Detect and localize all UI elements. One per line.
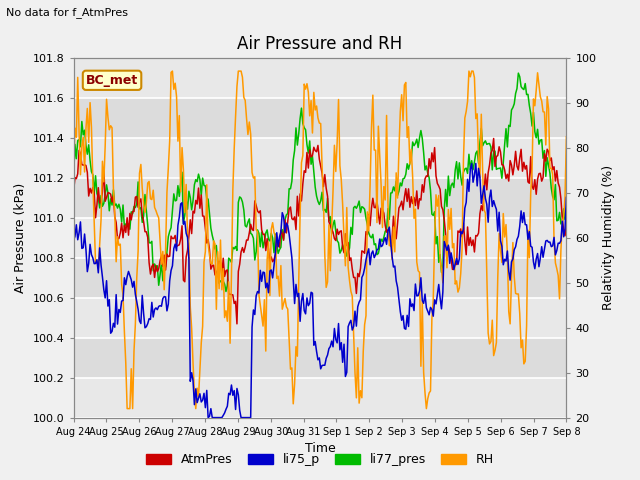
Bar <box>74 138 566 178</box>
Y-axis label: Relativity Humidity (%): Relativity Humidity (%) <box>602 165 615 310</box>
AtmPres <box>287 204 294 210</box>
li75_p <box>563 194 570 200</box>
li77_pres <box>222 288 230 294</box>
AtmPres <box>538 178 545 184</box>
Text: No data for f_AtmPres: No data for f_AtmPres <box>6 7 129 18</box>
Line: RH: RH <box>74 71 566 408</box>
RH <box>132 321 140 327</box>
RH <box>70 168 77 173</box>
AtmPres <box>70 189 77 194</box>
li77_pres <box>287 186 294 192</box>
Bar <box>74 378 566 418</box>
Legend: AtmPres, li75_p, li77_pres, RH: AtmPres, li75_p, li77_pres, RH <box>141 448 499 471</box>
li75_p <box>234 392 242 397</box>
AtmPres <box>130 208 138 214</box>
RH <box>236 68 244 74</box>
AtmPres <box>233 321 241 327</box>
RH <box>563 134 570 140</box>
RH <box>168 68 176 74</box>
RH <box>244 132 252 137</box>
Line: li75_p: li75_p <box>74 164 566 418</box>
AtmPres <box>243 237 250 243</box>
li75_p <box>287 243 294 249</box>
li77_pres <box>563 205 570 211</box>
li77_pres <box>243 224 250 230</box>
li75_p <box>204 415 212 420</box>
AtmPres <box>234 269 242 275</box>
li75_p <box>538 244 545 250</box>
Line: li77_pres: li77_pres <box>74 73 566 291</box>
li75_p <box>70 238 77 243</box>
AtmPres <box>563 223 570 229</box>
Bar <box>74 217 566 258</box>
li77_pres <box>70 174 77 180</box>
li75_p <box>130 278 138 284</box>
AtmPres <box>216 259 224 265</box>
RH <box>124 406 131 411</box>
X-axis label: Time: Time <box>305 442 335 455</box>
li77_pres <box>130 204 138 209</box>
li75_p <box>218 415 226 420</box>
li75_p <box>243 415 250 420</box>
RH <box>220 266 227 272</box>
Text: BC_met: BC_met <box>86 74 138 87</box>
li77_pres <box>538 137 545 143</box>
RH <box>288 365 296 371</box>
Y-axis label: Air Pressure (kPa): Air Pressure (kPa) <box>14 182 28 293</box>
Bar <box>74 58 566 97</box>
RH <box>538 98 545 104</box>
Bar <box>74 298 566 337</box>
li77_pres <box>515 70 522 76</box>
li77_pres <box>234 200 242 205</box>
Line: AtmPres: AtmPres <box>74 139 566 324</box>
li75_p <box>472 161 479 167</box>
li77_pres <box>216 278 224 284</box>
Title: Air Pressure and RH: Air Pressure and RH <box>237 35 403 53</box>
AtmPres <box>490 136 497 142</box>
